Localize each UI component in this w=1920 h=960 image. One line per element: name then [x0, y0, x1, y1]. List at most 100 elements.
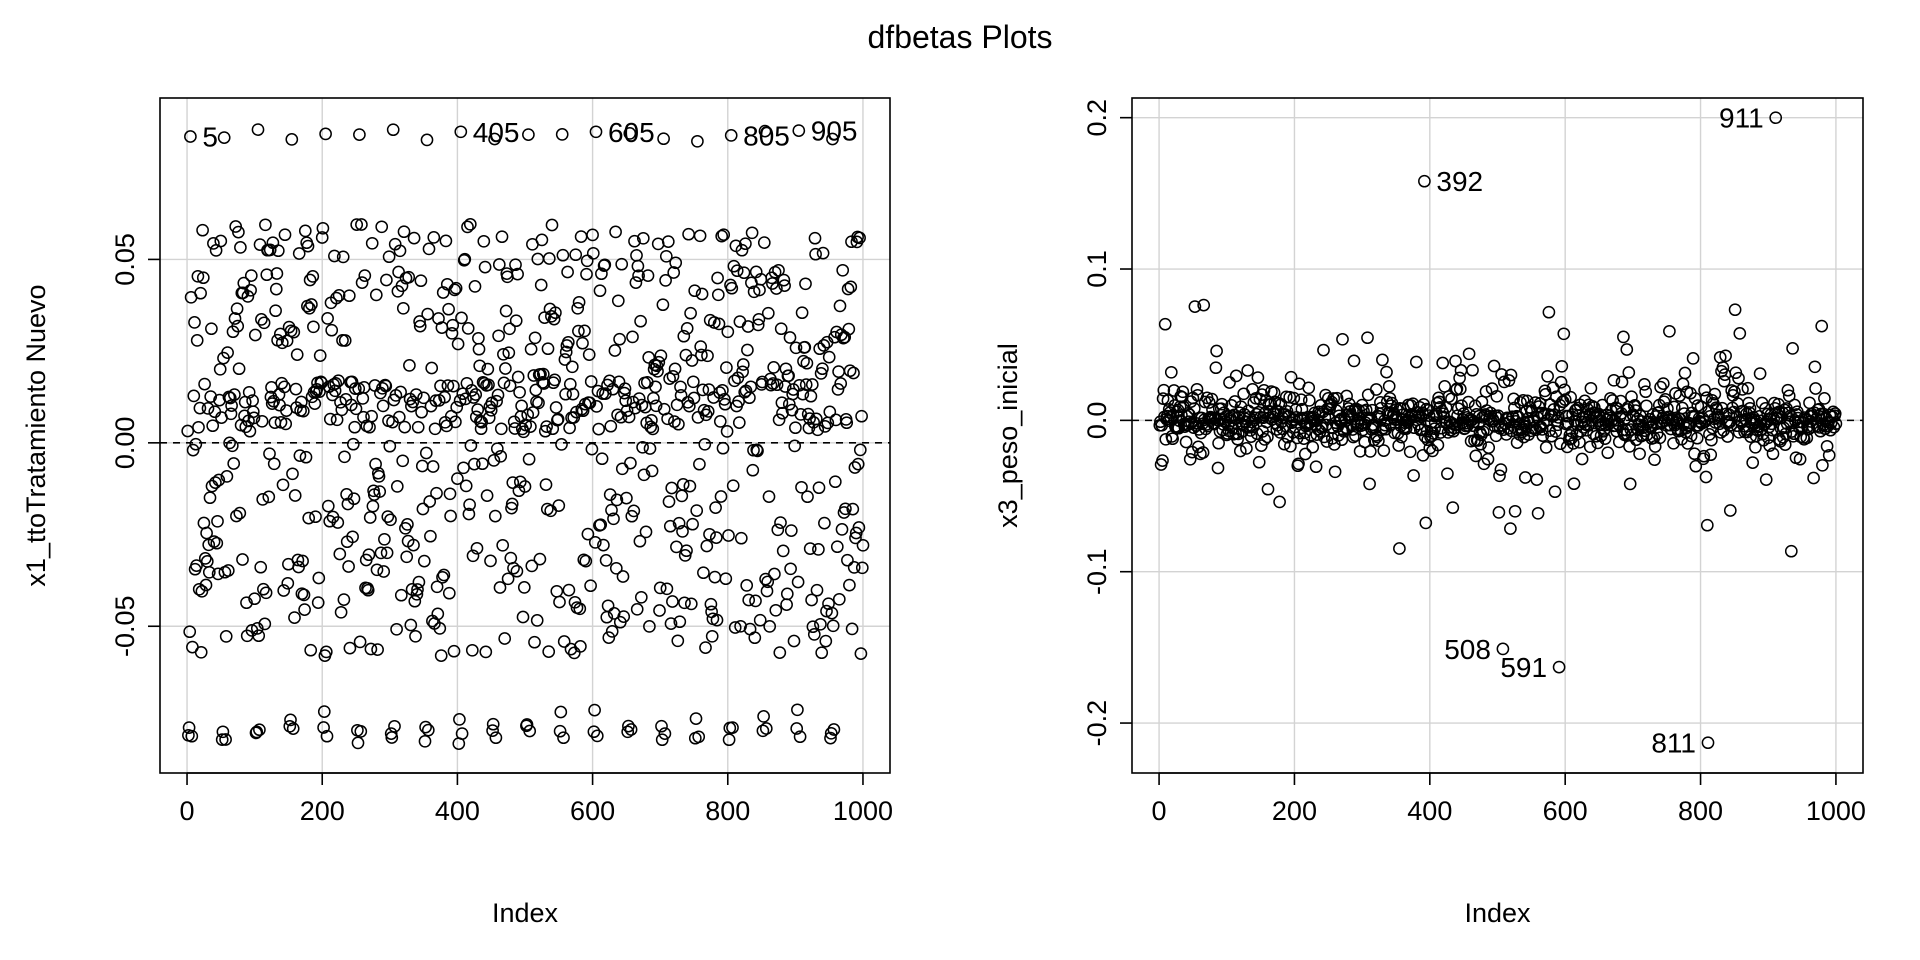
data-point [363, 511, 377, 524]
data-point [361, 583, 375, 597]
data-point [281, 576, 295, 590]
data-point [304, 643, 318, 657]
data-point [253, 723, 266, 737]
data-point [834, 377, 848, 390]
data-point [478, 260, 492, 274]
data-point [285, 133, 299, 146]
data-point [1392, 439, 1406, 452]
data-point [428, 422, 442, 436]
data-point [1681, 437, 1695, 450]
data-point [302, 511, 316, 525]
data-point [517, 581, 531, 594]
data-point [288, 489, 302, 502]
data-point [396, 301, 410, 315]
data-point [342, 289, 356, 303]
data-point [559, 387, 572, 401]
data-point [809, 247, 822, 261]
data-point [739, 237, 752, 251]
data-point [542, 645, 556, 658]
data-point [388, 719, 401, 733]
data-point [1449, 354, 1462, 368]
data-point [1723, 504, 1737, 517]
data-point [254, 560, 268, 574]
data-point [1294, 393, 1308, 407]
data-point [297, 588, 311, 602]
data-point [1678, 366, 1692, 380]
data-point [535, 233, 549, 247]
data-point [380, 546, 394, 560]
data-point [516, 610, 530, 624]
data-point [455, 311, 468, 325]
data-point [205, 322, 218, 336]
data-point [1623, 477, 1637, 491]
data-point [203, 491, 217, 505]
data-point [190, 334, 204, 347]
data-point [773, 646, 787, 659]
data-point [206, 419, 220, 433]
data-point [1648, 453, 1661, 467]
data-point [191, 269, 205, 283]
data-point [1531, 506, 1545, 520]
data-point [239, 420, 253, 434]
data-point [462, 507, 476, 521]
data-point [499, 304, 513, 318]
data-point [853, 443, 867, 457]
data-point [769, 603, 783, 617]
data-point [584, 579, 597, 593]
data-point [832, 365, 845, 378]
data-point [196, 271, 210, 285]
data-point [255, 414, 269, 428]
data-point [490, 442, 504, 456]
data-point [639, 525, 653, 539]
data-point [564, 642, 578, 656]
data-point [692, 730, 706, 744]
data-point [506, 476, 520, 489]
data-point [795, 480, 808, 494]
data-point [524, 342, 538, 356]
data-point [1690, 431, 1704, 445]
data-point [486, 724, 499, 737]
data-point [346, 437, 360, 451]
data-point [609, 561, 623, 575]
data-point [693, 229, 707, 243]
data-point [762, 490, 776, 503]
data-point [666, 369, 680, 383]
data-point [384, 513, 397, 527]
data-point [464, 439, 478, 452]
data-point [761, 575, 775, 589]
data-point [194, 645, 208, 659]
data-point [1191, 388, 1205, 402]
data-point [1808, 360, 1822, 374]
data-point [240, 596, 253, 610]
data-point [390, 480, 404, 493]
data-point [808, 231, 822, 245]
data-point [589, 125, 603, 139]
data-point [555, 128, 569, 141]
data-point [404, 618, 418, 632]
data-point [536, 367, 550, 381]
data-point [246, 405, 260, 419]
data-point [198, 552, 212, 565]
data-point [1494, 463, 1508, 476]
data-point [1686, 352, 1700, 365]
data-point [534, 278, 548, 292]
data-point [269, 282, 283, 296]
data-point [714, 490, 728, 503]
data-point [292, 247, 306, 260]
data-point [732, 416, 746, 429]
data-point [343, 641, 357, 655]
data-point [224, 407, 238, 421]
data-point [346, 530, 359, 544]
data-point [386, 123, 400, 137]
data-point [1158, 317, 1172, 331]
data-point [214, 234, 228, 248]
data-point [325, 323, 339, 337]
data-point [480, 489, 494, 502]
data-point [1782, 389, 1796, 403]
data-point [509, 258, 522, 272]
point-annotation-405: 405 [473, 117, 520, 148]
data-point [503, 322, 516, 336]
data-point [789, 341, 803, 355]
data-point [1330, 391, 1344, 405]
data-point [772, 413, 786, 427]
